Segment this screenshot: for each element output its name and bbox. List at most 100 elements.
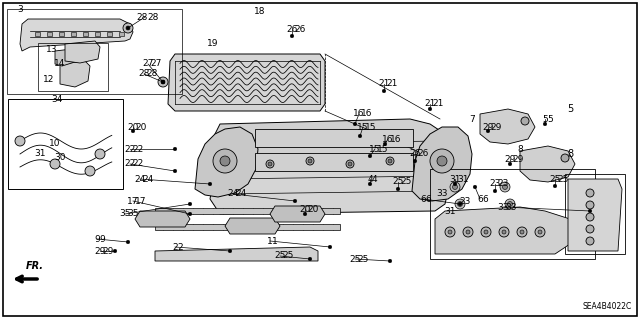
Text: 21: 21 xyxy=(378,79,390,88)
Circle shape xyxy=(500,182,510,192)
Circle shape xyxy=(158,77,168,87)
Text: 9: 9 xyxy=(99,234,105,243)
Text: 29: 29 xyxy=(94,247,106,256)
Polygon shape xyxy=(35,32,40,36)
Polygon shape xyxy=(65,41,100,63)
Circle shape xyxy=(396,187,400,191)
Text: 4: 4 xyxy=(372,174,378,183)
Text: 25: 25 xyxy=(282,251,293,261)
Text: 22: 22 xyxy=(132,160,143,168)
Polygon shape xyxy=(195,127,258,197)
Circle shape xyxy=(266,160,274,168)
Circle shape xyxy=(346,160,354,168)
Polygon shape xyxy=(435,207,575,254)
Circle shape xyxy=(413,159,417,163)
Text: 16: 16 xyxy=(390,135,401,144)
Polygon shape xyxy=(168,54,325,111)
Polygon shape xyxy=(83,32,88,36)
Text: 5: 5 xyxy=(567,104,573,114)
Text: 6: 6 xyxy=(477,195,483,204)
Circle shape xyxy=(161,80,165,84)
Circle shape xyxy=(161,80,165,84)
Text: 33: 33 xyxy=(497,203,509,211)
Circle shape xyxy=(484,230,488,234)
Circle shape xyxy=(126,240,130,244)
Circle shape xyxy=(220,156,230,166)
Circle shape xyxy=(208,182,212,186)
Polygon shape xyxy=(568,179,622,251)
Circle shape xyxy=(95,149,105,159)
Text: 6: 6 xyxy=(482,195,488,204)
Circle shape xyxy=(473,185,477,189)
Circle shape xyxy=(586,237,594,245)
Circle shape xyxy=(543,122,547,126)
Circle shape xyxy=(499,227,509,237)
Circle shape xyxy=(521,117,529,125)
Bar xyxy=(255,129,413,147)
Circle shape xyxy=(306,157,314,165)
Text: 31: 31 xyxy=(457,174,468,183)
Circle shape xyxy=(382,89,386,93)
Circle shape xyxy=(458,202,463,206)
Text: 15: 15 xyxy=(377,145,388,153)
Text: 25: 25 xyxy=(349,255,361,263)
Circle shape xyxy=(561,154,569,162)
Bar xyxy=(38,43,108,91)
Text: 21: 21 xyxy=(424,100,436,108)
Polygon shape xyxy=(210,119,450,179)
Circle shape xyxy=(161,80,165,84)
Circle shape xyxy=(303,212,307,216)
Text: 27: 27 xyxy=(142,60,154,69)
Text: FR.: FR. xyxy=(26,261,44,271)
Text: 21: 21 xyxy=(386,79,397,88)
Text: 10: 10 xyxy=(49,139,61,149)
Text: 25: 25 xyxy=(549,174,561,183)
Text: 23: 23 xyxy=(490,180,500,189)
Circle shape xyxy=(517,227,527,237)
Text: 25: 25 xyxy=(392,177,404,187)
Text: 24: 24 xyxy=(134,174,146,183)
Text: 8: 8 xyxy=(567,149,573,159)
Bar xyxy=(430,169,595,259)
Text: 29: 29 xyxy=(102,247,113,256)
Text: 19: 19 xyxy=(207,40,219,48)
Bar xyxy=(255,153,413,171)
Circle shape xyxy=(290,34,294,38)
Text: 30: 30 xyxy=(54,152,66,161)
Circle shape xyxy=(388,259,392,263)
Circle shape xyxy=(453,182,457,186)
Text: 25: 25 xyxy=(357,255,369,263)
Circle shape xyxy=(348,162,352,166)
Text: 21: 21 xyxy=(432,100,444,108)
Circle shape xyxy=(173,147,177,151)
Circle shape xyxy=(538,230,542,234)
Circle shape xyxy=(586,225,594,233)
Polygon shape xyxy=(20,19,133,51)
Text: 4: 4 xyxy=(367,174,373,183)
Circle shape xyxy=(368,182,372,186)
Circle shape xyxy=(383,142,387,146)
Polygon shape xyxy=(270,206,325,222)
Circle shape xyxy=(213,149,237,173)
Circle shape xyxy=(502,230,506,234)
Polygon shape xyxy=(135,211,190,227)
Text: 20: 20 xyxy=(135,122,147,131)
Text: 15: 15 xyxy=(369,145,381,153)
Text: 33: 33 xyxy=(436,189,448,198)
Circle shape xyxy=(386,157,394,165)
Text: 5: 5 xyxy=(547,115,553,123)
Text: 12: 12 xyxy=(44,75,54,84)
Circle shape xyxy=(588,209,592,213)
Text: 3: 3 xyxy=(17,4,23,13)
Text: 29: 29 xyxy=(504,154,516,164)
Text: 28: 28 xyxy=(146,70,157,78)
Text: 24: 24 xyxy=(235,189,246,198)
Circle shape xyxy=(328,245,332,249)
Circle shape xyxy=(586,189,594,197)
Polygon shape xyxy=(412,127,472,201)
Circle shape xyxy=(368,154,372,158)
Circle shape xyxy=(493,189,497,193)
Text: 6: 6 xyxy=(420,195,426,204)
Circle shape xyxy=(228,249,232,253)
Circle shape xyxy=(505,199,515,209)
